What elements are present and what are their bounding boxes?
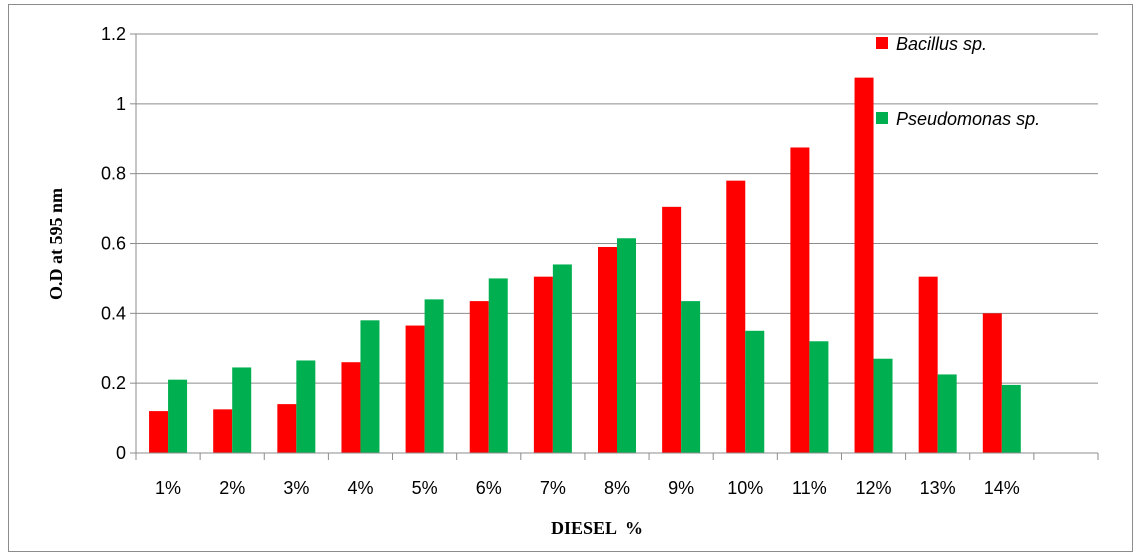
bar-pseudomonas <box>360 320 380 453</box>
bar-bacillus <box>982 313 1002 453</box>
bar-bacillus <box>277 404 297 453</box>
bar-bacillus <box>598 246 617 453</box>
x-tick-label: 13% <box>920 478 956 498</box>
y-tick-label: 0.4 <box>101 303 126 323</box>
y-axis-title: O.D at 595 nm <box>46 188 66 300</box>
y-tick-labels: 0 0.2 0.4 0.6 0.8 1 1.2 <box>101 24 126 463</box>
x-tick-label: 10% <box>727 478 763 498</box>
bar-pseudomonas <box>168 379 188 453</box>
y-tick-label: 0.2 <box>101 373 126 393</box>
bar-pseudomonas <box>552 264 572 453</box>
x-axis-title: DIESEL % <box>551 518 643 538</box>
y-tick-label: 0.8 <box>101 164 126 184</box>
bar-pseudomonas <box>232 367 252 453</box>
legend-label-pseudomonas: Pseudomonas sp. <box>896 109 1040 129</box>
bar-bacillus <box>790 147 810 453</box>
legend-swatch-bacillus <box>876 37 888 49</box>
bar-bacillus <box>918 276 938 453</box>
x-tick-label: 5% <box>412 478 438 498</box>
bar-pseudomonas <box>937 374 957 453</box>
bar-bacillus <box>405 325 425 453</box>
bar-bacillus <box>213 409 233 453</box>
bar-pseudomonas <box>681 301 701 453</box>
bar-pseudomonas <box>873 358 893 453</box>
bar-bacillus <box>149 411 169 453</box>
axes <box>130 33 1099 460</box>
legend: Bacillus sp. Pseudomonas sp. <box>876 34 1040 129</box>
y-tick-label: 0.6 <box>101 234 126 254</box>
bar-bacillus <box>341 362 361 453</box>
bar-bacillus <box>533 276 553 453</box>
x-tick-label: 2% <box>219 478 245 498</box>
bar-pseudomonas <box>809 341 829 453</box>
x-tick-label: 7% <box>540 478 566 498</box>
y-tick-label: 0 <box>116 443 126 463</box>
x-tick-label: 3% <box>283 478 309 498</box>
bar-pseudomonas <box>488 278 508 453</box>
legend-label-bacillus: Bacillus sp. <box>896 34 987 54</box>
bar-bacillus <box>854 77 874 453</box>
x-tick-label: 11% <box>792 478 827 498</box>
bar-bacillus <box>469 301 489 453</box>
x-tick-label: 1% <box>155 478 181 498</box>
y-tick-label: 1 <box>116 94 126 114</box>
x-tick-label: 14% <box>984 478 1020 498</box>
bar-pseudomonas <box>1001 384 1021 453</box>
bar-pseudomonas <box>296 360 316 453</box>
bar-pseudomonas <box>617 238 636 453</box>
x-tick-labels: 1% 2% 3% 4% 5% 6% 7% 8% 9% 10% 11% 12% 13% 14% <box>155 478 1020 498</box>
bar-pseudomonas <box>745 330 765 453</box>
x-tick-label: 4% <box>347 478 373 498</box>
legend-swatch-pseudomonas <box>876 112 888 124</box>
bar-pseudomonas <box>424 299 444 453</box>
bar-bacillus <box>662 206 682 453</box>
y-tick-label: 1.2 <box>101 24 126 44</box>
x-tick-label: 9% <box>668 478 694 498</box>
x-tick-label: 6% <box>476 478 502 498</box>
bars <box>149 77 1021 453</box>
bar-bacillus <box>726 180 746 453</box>
x-tick-label: 12% <box>856 478 892 498</box>
x-tick-label: 8% <box>604 478 630 498</box>
